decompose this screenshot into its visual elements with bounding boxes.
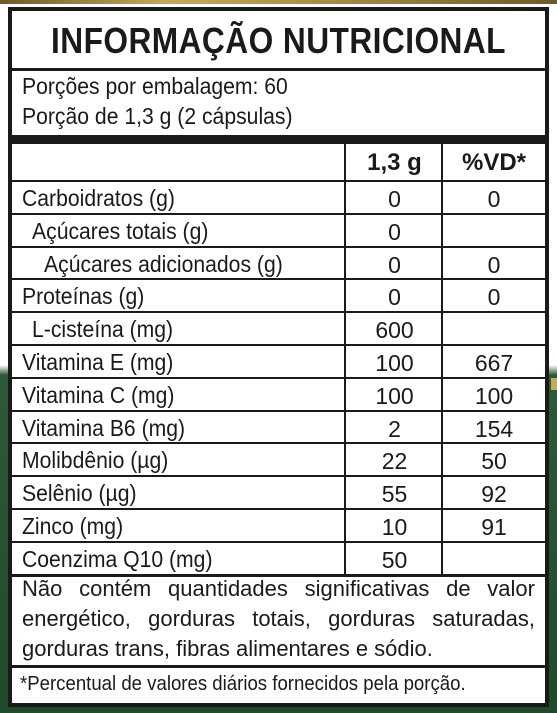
nutrient-name: L-cisteína (mg) xyxy=(32,316,174,343)
nutrient-row: Vitamina C (mg) 100 100 xyxy=(12,376,545,411)
servings-per-package: Porções por embalagem: 60 xyxy=(22,73,288,99)
thick-divider xyxy=(12,135,545,144)
nutrient-daily-value: 0 xyxy=(487,186,501,212)
nutrient-name: Açúcares totais (g) xyxy=(32,217,209,244)
nutrient-row: Molibdênio (µg) 22 50 xyxy=(12,442,545,476)
footnote: *Percentual de valores diários fornecido… xyxy=(20,673,466,695)
nutrient-amount: 55 xyxy=(381,481,408,508)
nutrient-row: Coenzima Q10 (mg) 50 xyxy=(12,540,545,575)
dv-column-header: %VD* xyxy=(461,149,527,176)
nutrient-row: Zinco (mg) 10 91 xyxy=(12,508,545,542)
nutrient-row: Proteínas (g) 0 0 xyxy=(12,278,545,312)
nutrient-row: Vitamina B6 (mg) 2 154 xyxy=(12,409,545,444)
nutrient-amount: 0 xyxy=(388,218,401,245)
nutrient-name: Coenzima Q10 (mg) xyxy=(22,545,213,572)
nutrient-amount: 0 xyxy=(388,284,401,311)
nutrient-daily-value: 0 xyxy=(487,251,501,278)
nutrient-amount: 600 xyxy=(375,317,414,344)
nutrient-daily-value: 0 xyxy=(487,284,501,311)
divider xyxy=(12,665,545,668)
nutrient-daily-value: 92 xyxy=(481,481,507,508)
nutrient-amount: 0 xyxy=(388,251,401,278)
nutrient-name: Molibdênio (µg) xyxy=(22,447,169,474)
nutrient-row: Selênio (µg) 55 92 xyxy=(12,475,545,509)
nutrient-name: Açúcares adicionados (g) xyxy=(44,250,283,277)
nutrient-name: Vitamina E (mg) xyxy=(22,349,174,375)
label-title: INFORMAÇÃO NUTRICIONAL xyxy=(51,20,506,61)
nutrient-row: Açúcares totais (g) 0 xyxy=(12,212,545,247)
nutrient-row: L-cisteína (mg) 600 xyxy=(12,311,545,345)
nutrient-name: Zinco (mg) xyxy=(22,513,124,539)
gold-trim xyxy=(0,0,557,4)
footer-statement: Não contém quantidades significativas de… xyxy=(22,576,535,661)
serving-size: Porção de 1,3 g (2 cápsulas) xyxy=(22,103,293,129)
nutrient-name: Selênio (µg) xyxy=(22,480,137,507)
nutrient-daily-value: 100 xyxy=(474,382,514,409)
nutrient-daily-value xyxy=(443,543,545,575)
nutrient-daily-value xyxy=(443,313,545,345)
nutrient-amount: 50 xyxy=(381,546,408,573)
column-divider-right xyxy=(441,144,443,576)
nutrient-daily-value xyxy=(443,215,545,247)
nutrient-amount: 0 xyxy=(388,186,401,212)
divider xyxy=(12,574,545,577)
nutrient-daily-value: 154 xyxy=(474,415,514,442)
nutrient-amount: 100 xyxy=(375,350,414,376)
nutrient-name: Vitamina B6 (mg) xyxy=(22,414,186,441)
amount-column-header: 1,3 g xyxy=(367,149,422,176)
nutrient-daily-value: 667 xyxy=(474,350,514,376)
nutrient-daily-value: 91 xyxy=(481,514,507,540)
nutrient-row: Açúcares adicionados (g) 0 0 xyxy=(12,245,545,280)
divider xyxy=(12,68,545,71)
gold-accent xyxy=(551,378,557,390)
nutrient-amount: 2 xyxy=(388,415,401,442)
nutrient-amount: 10 xyxy=(381,514,408,540)
nutrition-facts-label: INFORMAÇÃO NUTRICIONAL Porções por embal… xyxy=(8,7,549,707)
nutrient-name: Proteínas (g) xyxy=(22,283,145,310)
nutrient-row: Vitamina E (mg) 100 667 xyxy=(12,344,545,378)
nutrient-row: Carboidratos (g) 0 0 xyxy=(12,180,545,214)
nutrient-daily-value: 50 xyxy=(481,448,507,475)
nutrient-amount: 100 xyxy=(375,382,414,409)
column-divider-left xyxy=(344,144,346,576)
nutrient-amount: 22 xyxy=(381,448,408,475)
nutrient-name: Carboidratos (g) xyxy=(22,185,175,211)
nutrient-name: Vitamina C (mg) xyxy=(22,381,175,408)
